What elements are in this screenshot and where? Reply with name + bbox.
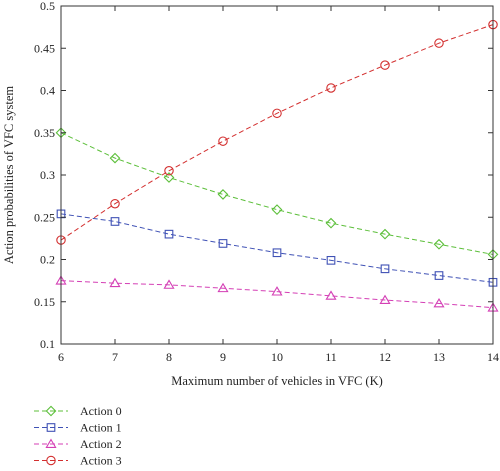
data-point-action-2 bbox=[109, 277, 121, 288]
x-tick-label: 8 bbox=[166, 350, 172, 364]
data-point-action-0 bbox=[163, 172, 175, 183]
x-tick-label: 13 bbox=[433, 350, 445, 364]
x-tick-label: 11 bbox=[325, 350, 337, 364]
data-point-action-2 bbox=[163, 279, 175, 289]
plot-frame bbox=[60, 5, 494, 345]
legend-marker bbox=[46, 455, 56, 466]
y-tick-label: 0.1 bbox=[40, 337, 55, 351]
data-point-action-0 bbox=[379, 228, 391, 240]
legend-label: Action 1 bbox=[80, 421, 122, 435]
series-line-action-2 bbox=[60, 280, 494, 309]
data-point-action-1 bbox=[218, 239, 228, 248]
y-axis-title: Action probabilities of VFC system bbox=[2, 86, 16, 265]
data-point-action-1 bbox=[110, 217, 120, 226]
data-point-action-3 bbox=[326, 83, 336, 93]
data-point-action-2 bbox=[217, 282, 229, 293]
data-point-action-2 bbox=[433, 297, 445, 308]
series-line-action-0 bbox=[60, 132, 494, 255]
y-tick-label: 0.15 bbox=[34, 295, 55, 309]
x-axis-title: Maximum number of vehicles in VFC (K) bbox=[171, 374, 383, 388]
data-point-action-1 bbox=[326, 255, 336, 265]
y-tick-label: 0.35 bbox=[34, 126, 55, 140]
y-tick-label: 0.45 bbox=[34, 41, 55, 55]
axes: 6 7 8 9 10 11 12 13 14 0.1 0.15 0.2 0.25 0.3 0.35 0.4 0.… bbox=[34, 0, 499, 364]
legend-label: Action 3 bbox=[80, 454, 122, 468]
data-point-action-3 bbox=[164, 166, 174, 176]
data-point-action-1 bbox=[164, 229, 174, 239]
data-point-action-3 bbox=[434, 38, 444, 48]
data-point-action-2 bbox=[379, 294, 391, 305]
x-tick-label: 14 bbox=[487, 350, 499, 364]
x-tick-label: 7 bbox=[112, 350, 118, 364]
data-point-action-0 bbox=[109, 152, 121, 164]
data-point-action-0 bbox=[325, 217, 337, 229]
legend-marker bbox=[45, 438, 57, 448]
x-tick-label: 9 bbox=[220, 350, 226, 364]
data-point-action-1 bbox=[434, 271, 444, 280]
y-tick-label: 0.5 bbox=[40, 0, 55, 13]
data-point-action-3 bbox=[110, 198, 120, 209]
data-point-action-0 bbox=[433, 238, 445, 250]
y-tick-label: 0.4 bbox=[40, 84, 55, 98]
legend-marker bbox=[45, 405, 57, 417]
legend-marker bbox=[46, 423, 56, 432]
series-line-action-3 bbox=[60, 24, 494, 241]
data-point-action-2 bbox=[325, 290, 337, 300]
legend-entry-action-3: Action 3 bbox=[34, 454, 122, 468]
x-tick-label: 12 bbox=[379, 350, 391, 364]
series-line-action-1 bbox=[60, 213, 494, 283]
legend-label: Action 0 bbox=[80, 404, 122, 418]
legend-label: Action 2 bbox=[80, 437, 122, 451]
y-tick-label: 0.2 bbox=[40, 253, 55, 267]
legend: Action 0 Action 1 Action 2 Action 3 bbox=[34, 404, 122, 468]
series-action-1 bbox=[56, 209, 498, 287]
x-tick-label: 10 bbox=[271, 350, 283, 364]
data-point-action-0 bbox=[271, 204, 283, 216]
x-tick-label: 6 bbox=[58, 350, 64, 364]
data-point-action-1 bbox=[380, 264, 390, 274]
data-point-action-1 bbox=[272, 248, 282, 258]
data-point-action-3 bbox=[380, 60, 390, 70]
y-tick-label: 0.25 bbox=[34, 210, 55, 224]
series-action-2 bbox=[55, 275, 499, 312]
data-point-action-3 bbox=[218, 136, 228, 146]
data-point-action-3 bbox=[272, 108, 282, 119]
plot-area bbox=[55, 19, 499, 312]
data-point-action-0 bbox=[217, 189, 229, 200]
series-action-0 bbox=[55, 127, 499, 260]
legend-entry-action-0: Action 0 bbox=[34, 404, 122, 418]
series-action-3 bbox=[56, 19, 498, 245]
y-tick-label: 0.3 bbox=[40, 168, 55, 182]
legend-entry-action-1: Action 1 bbox=[34, 421, 122, 435]
data-point-action-2 bbox=[271, 286, 283, 296]
legend-entry-action-2: Action 2 bbox=[34, 437, 122, 451]
